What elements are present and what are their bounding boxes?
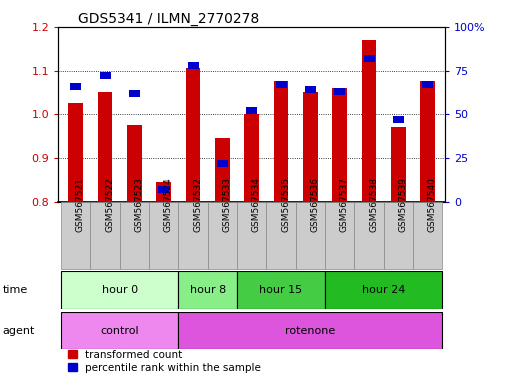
Bar xyxy=(392,116,403,123)
Bar xyxy=(273,81,288,202)
Text: GDS5341 / ILMN_2770278: GDS5341 / ILMN_2770278 xyxy=(77,12,258,26)
Bar xyxy=(185,68,200,202)
Text: control: control xyxy=(100,326,139,336)
Bar xyxy=(178,271,237,309)
Bar xyxy=(237,271,324,309)
Bar xyxy=(156,182,171,202)
Bar xyxy=(266,202,295,269)
Bar xyxy=(275,81,286,88)
Text: GSM567538: GSM567538 xyxy=(368,177,377,232)
Bar xyxy=(120,202,149,269)
Text: GSM567536: GSM567536 xyxy=(310,177,319,232)
Bar xyxy=(178,312,441,349)
Text: time: time xyxy=(3,285,28,295)
Bar xyxy=(302,93,317,202)
Text: hour 15: hour 15 xyxy=(259,285,302,295)
Bar xyxy=(90,202,120,269)
Bar xyxy=(363,55,374,62)
Bar xyxy=(324,202,353,269)
Text: GSM567521: GSM567521 xyxy=(76,177,85,232)
Bar xyxy=(383,202,412,269)
Text: GSM567535: GSM567535 xyxy=(280,177,289,232)
Text: GSM567524: GSM567524 xyxy=(164,177,172,232)
Bar xyxy=(127,125,141,202)
Bar xyxy=(295,202,324,269)
Bar xyxy=(129,90,140,97)
Bar xyxy=(68,103,83,202)
Bar xyxy=(412,202,441,269)
Bar xyxy=(70,83,81,90)
Bar xyxy=(217,160,227,167)
Text: GSM567533: GSM567533 xyxy=(222,177,231,232)
Text: GSM567523: GSM567523 xyxy=(134,177,143,232)
Bar xyxy=(246,107,257,114)
Bar xyxy=(208,202,237,269)
Bar xyxy=(61,271,178,309)
Bar xyxy=(149,202,178,269)
Bar xyxy=(390,127,405,202)
Bar xyxy=(61,202,90,269)
Text: GSM567539: GSM567539 xyxy=(397,177,407,232)
Bar xyxy=(420,81,434,202)
Bar xyxy=(324,271,441,309)
Text: hour 8: hour 8 xyxy=(189,285,225,295)
Bar xyxy=(421,81,432,88)
Text: hour 24: hour 24 xyxy=(361,285,405,295)
Bar xyxy=(305,86,315,93)
Text: GSM567540: GSM567540 xyxy=(427,177,436,232)
Bar xyxy=(354,202,383,269)
Text: GSM567532: GSM567532 xyxy=(193,177,201,232)
Text: rotenone: rotenone xyxy=(285,326,335,336)
Bar xyxy=(158,186,169,193)
Bar xyxy=(244,114,259,202)
Legend: transformed count, percentile rank within the sample: transformed count, percentile rank withi… xyxy=(63,346,265,377)
Bar xyxy=(332,88,346,202)
Bar xyxy=(97,93,112,202)
Text: GSM567537: GSM567537 xyxy=(339,177,348,232)
Bar xyxy=(178,202,208,269)
Bar xyxy=(99,72,111,79)
Bar xyxy=(361,40,376,202)
Bar xyxy=(215,138,229,202)
Text: GSM567522: GSM567522 xyxy=(105,177,114,232)
Bar xyxy=(333,88,344,95)
Bar xyxy=(237,202,266,269)
Text: hour 0: hour 0 xyxy=(102,285,137,295)
Bar xyxy=(187,62,198,69)
Text: agent: agent xyxy=(3,326,35,336)
Text: GSM567534: GSM567534 xyxy=(251,177,260,232)
Bar xyxy=(61,312,178,349)
